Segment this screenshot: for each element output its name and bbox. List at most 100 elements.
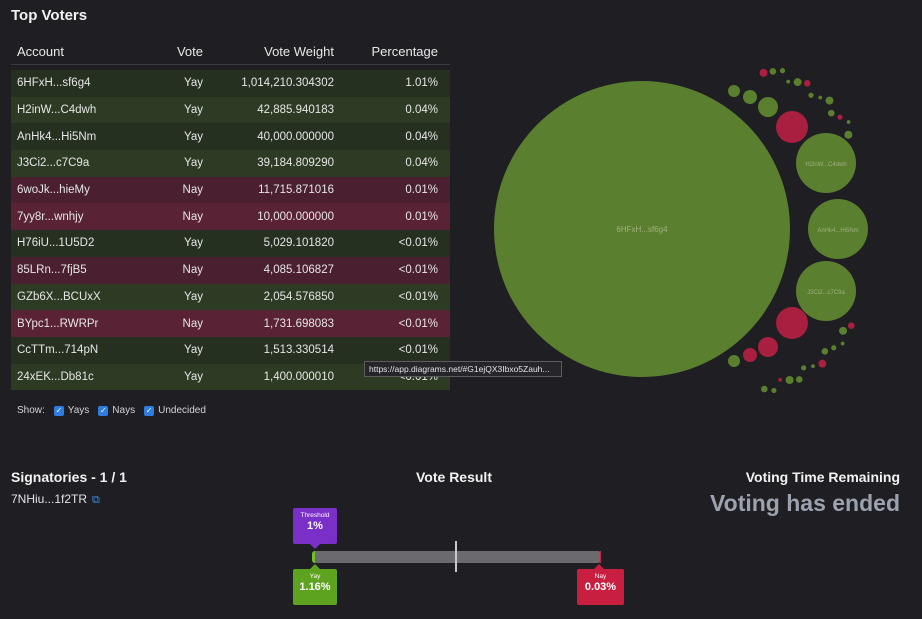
table-row[interactable]: AnHk4...Hi5Nm Yay 40,000.000000 0.04% (11, 123, 450, 151)
threshold-label: Threshold (300, 512, 330, 519)
account-cell: BYpc1...RWRPr (17, 317, 99, 330)
voter-bubble[interactable] (808, 199, 868, 259)
voter-bubble-small (847, 322, 855, 329)
voter-bubble-label: H2inW...C4dwh (805, 162, 846, 168)
filter-yays-checkbox[interactable]: ✓ Yays (53, 405, 90, 416)
url-tooltip: https://app.diagrams.net/#G1ejQX3Ibxo5Za… (364, 361, 562, 377)
filter-nays-checkbox[interactable]: ✓ Nays (98, 405, 135, 416)
vote-cell: Nay (182, 264, 203, 277)
account-cell: H76iU...1U5D2 (17, 237, 95, 250)
vote-weight-cell: 1,014,210.304302 (241, 77, 334, 90)
checkmark-icon: ✓ (144, 405, 155, 416)
filter-yays-label: Yays (67, 405, 90, 416)
voter-bubble-small (793, 78, 802, 87)
vote-cell: Yay (184, 370, 203, 383)
voter-bubble[interactable] (728, 85, 740, 97)
voter-bubble-small (818, 95, 823, 100)
voter-bubble-small (786, 79, 791, 84)
percentage-cell: 0.04% (405, 157, 438, 170)
voter-bubble[interactable] (494, 81, 790, 377)
voting-time-remaining-title: Voting Time Remaining (745, 469, 900, 485)
table-row[interactable]: H2inW...C4dwh Yay 42,885.940183 0.04% (11, 96, 450, 124)
vote-weight-cell: 40,000.000000 (257, 130, 334, 143)
vote-weight-cell: 4,085.106827 (263, 264, 334, 277)
voter-bubble[interactable] (743, 90, 757, 104)
voter-bubble-small (779, 68, 786, 74)
top-voters-title: Top Voters (11, 7, 88, 24)
small-voter-bubbles (759, 68, 855, 394)
percentage-cell: 0.01% (405, 210, 438, 223)
table-header: Account Vote Vote Weight Percentage (11, 38, 450, 65)
vote-cell: Yay (184, 237, 203, 250)
table-row[interactable]: CcTTm...714pN Yay 1,513.330514 <0.01% (11, 336, 450, 364)
header-account: Account (17, 43, 64, 59)
voter-bubble-label: 6HFxH...sf6g4 (616, 225, 668, 234)
percentage-cell: 0.04% (405, 104, 438, 117)
voter-bubble-small (801, 365, 807, 371)
yay-marker: Yay 1.16% (293, 564, 337, 605)
voter-bubble[interactable] (728, 355, 740, 367)
table-row[interactable]: H76iU...1U5D2 Yay 5,029.101820 <0.01% (11, 230, 450, 257)
vote-weight-cell: 1,731.698083 (263, 317, 334, 330)
voter-bubble-small (840, 341, 845, 346)
top-voters-table: Account Vote Vote Weight Percentage 6HFx… (11, 38, 450, 391)
table-row[interactable]: 7yy8r...wnhjy Nay 10,000.000000 0.01% (11, 203, 450, 231)
voter-bubble[interactable] (796, 133, 856, 193)
yay-value: 1.16% (299, 581, 331, 593)
checkmark-icon: ✓ (53, 405, 64, 416)
voter-bubble-label: AnHk4...Hi5Nm (817, 228, 858, 234)
percentage-cell: 0.04% (405, 130, 438, 143)
account-cell: 24xEK...Db81c (17, 370, 94, 383)
vote-weight-cell: 1,400.000010 (263, 370, 334, 383)
voter-bubble[interactable] (776, 111, 808, 143)
vote-cell: Nay (182, 210, 203, 223)
percentage-cell: 1.01% (405, 77, 438, 90)
vote-result-midline (455, 541, 457, 572)
voter-bubble-small (821, 347, 829, 355)
table-row[interactable]: 6woJk...hieMy Nay 11,715.871016 0.01% (11, 176, 450, 204)
voter-bubble-small (761, 385, 768, 393)
signatory-account-text: 7NHiu...1f2TR (11, 492, 88, 506)
filter-undecided-checkbox[interactable]: ✓ Undecided (144, 405, 206, 416)
table-row[interactable]: GZb6X...BCUxX Yay 2,054.576850 <0.01% (11, 283, 450, 311)
yay-label: Yay (309, 573, 321, 580)
voter-bubble-small (831, 345, 837, 351)
percentage-cell: <0.01% (398, 290, 438, 303)
voter-bubble[interactable] (743, 348, 757, 362)
table-row[interactable]: BYpc1...RWRPr Nay 1,731.698083 <0.01% (11, 310, 450, 337)
percentage-cell: <0.01% (398, 317, 438, 330)
table-row[interactable]: J3Ci2...c7C9a Yay 39,184.809290 0.04% (11, 150, 450, 177)
table-row[interactable]: 6HFxH...sf6g4 Yay 1,014,210.304302 1.01% (11, 70, 450, 97)
vote-filter: Show: ✓ Yays ✓ Nays ✓ Undecided (17, 405, 206, 416)
voter-bubble-small (844, 130, 853, 139)
voter-bubble[interactable] (796, 261, 856, 321)
account-cell: AnHk4...Hi5Nm (17, 130, 97, 143)
signatory-account: 7NHiu...1f2TR ⧉ (11, 492, 100, 507)
account-cell: J3Ci2...c7C9a (17, 157, 90, 170)
checkmark-icon: ✓ (98, 405, 109, 416)
vote-cell: Yay (184, 157, 203, 170)
nay-value: 0.03% (584, 581, 617, 593)
vote-weight-cell: 1,513.330514 (263, 344, 334, 357)
voter-bubble[interactable] (758, 97, 778, 117)
external-link-icon[interactable]: ⧉ (92, 494, 100, 506)
vote-weight-cell: 10,000.000000 (257, 210, 334, 223)
nay-marker: Nay 0.03% (577, 564, 624, 605)
voter-bubble-small (769, 68, 777, 75)
voter-bubble[interactable] (776, 307, 808, 339)
filter-label: Show: (17, 405, 45, 416)
percentage-cell: <0.01% (398, 237, 438, 250)
voter-bubble-small (811, 364, 815, 369)
vote-weight-cell: 42,885.940183 (257, 104, 334, 117)
voter-bubble-chart: 6HFxH...sf6g4 H2inW...C4dwh AnHk4...Hi5Nm J… (494, 68, 868, 394)
voter-bubble-small (785, 376, 794, 385)
voter-bubble[interactable] (758, 337, 778, 357)
header-vote: Vote (176, 43, 203, 59)
voter-bubble-small (771, 387, 777, 394)
account-cell: H2inW...C4dwh (17, 104, 97, 117)
voter-bubble-small (839, 326, 848, 335)
percentage-cell: 0.01% (405, 184, 438, 197)
signatories-title: Signatories - 1 / 1 (11, 469, 127, 485)
table-row[interactable]: 85LRn...7fjB5 Nay 4,085.106827 <0.01% (11, 256, 450, 284)
account-cell: 6woJk...hieMy (17, 184, 90, 197)
